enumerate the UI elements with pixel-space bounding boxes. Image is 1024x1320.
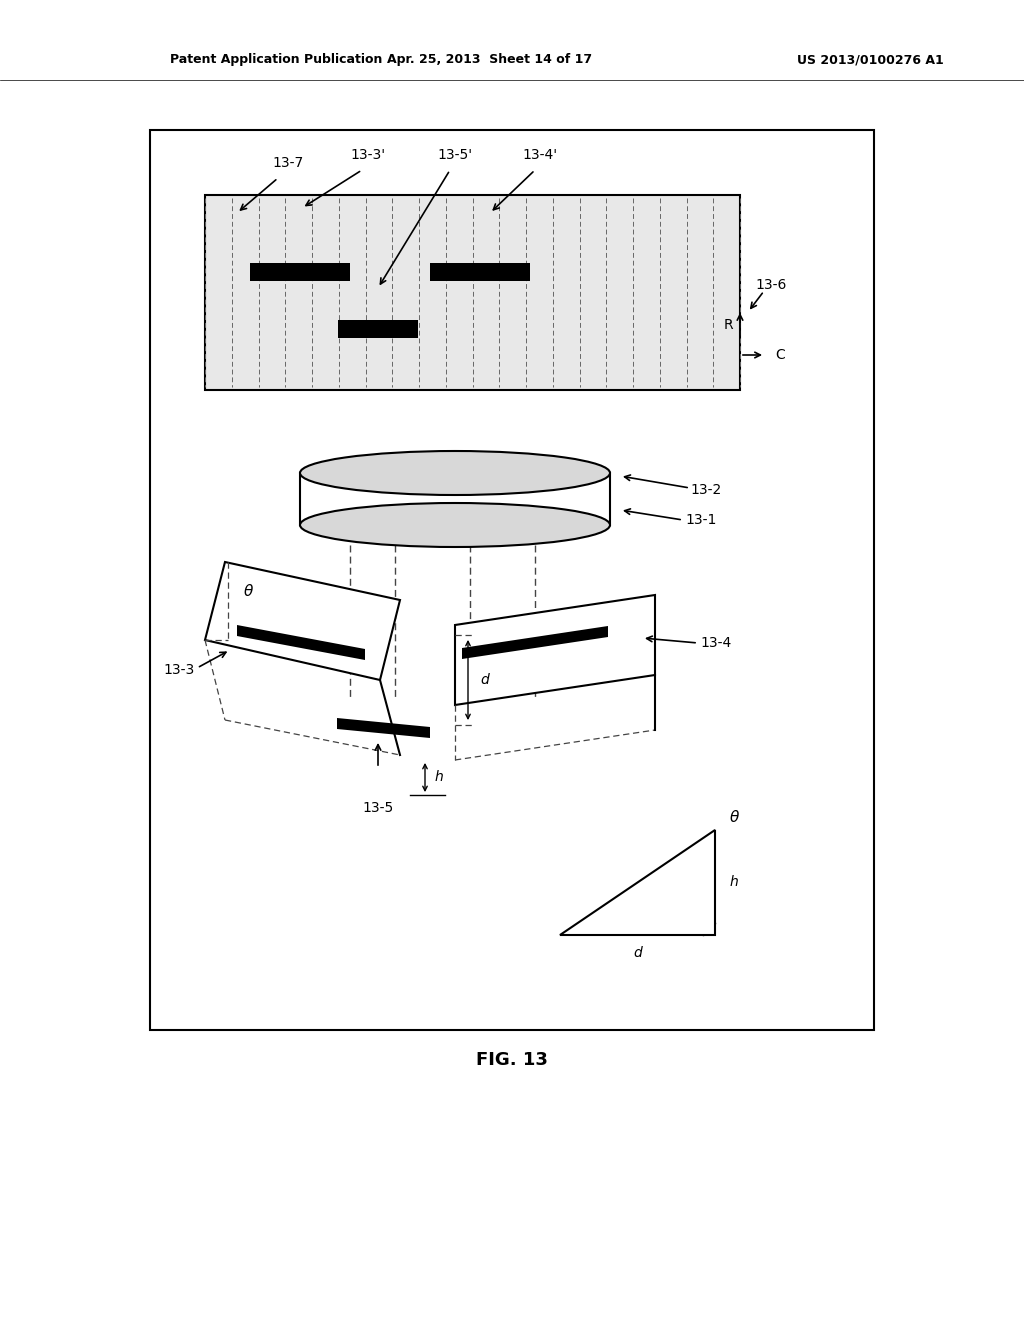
Text: 13-3: 13-3	[164, 663, 195, 677]
Polygon shape	[237, 624, 365, 660]
Text: 13-4': 13-4'	[522, 148, 557, 162]
Text: h: h	[435, 770, 443, 784]
Text: d: d	[480, 673, 488, 686]
Text: d: d	[633, 946, 642, 960]
Text: Apr. 25, 2013  Sheet 14 of 17: Apr. 25, 2013 Sheet 14 of 17	[387, 54, 593, 66]
Text: 13-5: 13-5	[362, 801, 393, 814]
Bar	[205, 195, 740, 389]
Polygon shape	[205, 562, 400, 680]
Text: 13-6: 13-6	[755, 279, 786, 292]
Ellipse shape	[300, 451, 610, 495]
Text: R: R	[723, 318, 733, 333]
Text: C: C	[775, 348, 784, 362]
Text: θ: θ	[244, 585, 253, 599]
Text: US 2013/0100276 A1: US 2013/0100276 A1	[797, 54, 943, 66]
Text: h: h	[730, 875, 738, 890]
Text: 13-3': 13-3'	[350, 148, 386, 162]
Ellipse shape	[300, 503, 610, 546]
Text: 13-7: 13-7	[272, 156, 304, 170]
Polygon shape	[430, 263, 530, 281]
Text: θ: θ	[730, 810, 739, 825]
Text: 13-5': 13-5'	[437, 148, 472, 162]
Polygon shape	[338, 319, 418, 338]
Bar	[150, 129, 874, 1030]
Polygon shape	[455, 595, 655, 705]
Polygon shape	[337, 718, 430, 738]
Text: Patent Application Publication: Patent Application Publication	[170, 54, 382, 66]
Text: 13-1: 13-1	[685, 513, 717, 527]
Text: FIG. 13: FIG. 13	[476, 1051, 548, 1069]
Text: 13-4: 13-4	[700, 636, 731, 649]
Polygon shape	[250, 263, 350, 281]
Polygon shape	[560, 830, 715, 935]
Polygon shape	[462, 626, 608, 659]
Text: 13-2: 13-2	[690, 483, 721, 498]
